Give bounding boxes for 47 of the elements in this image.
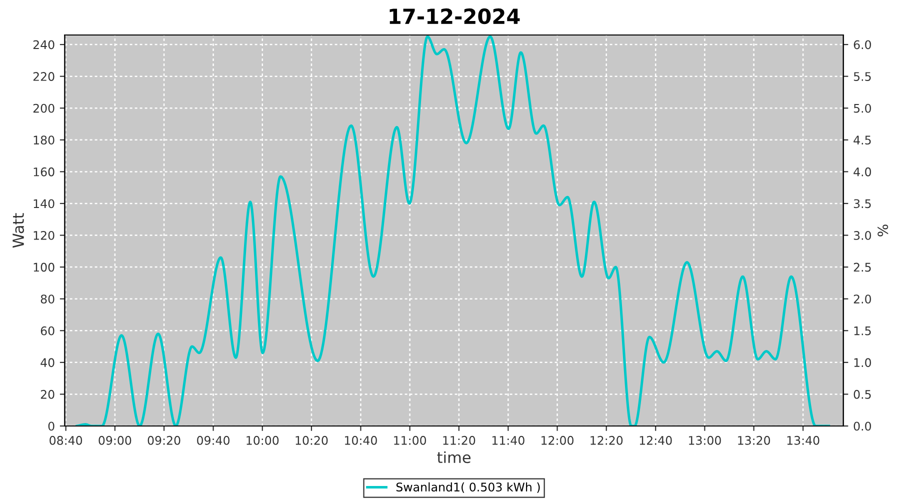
x-tick-label: 11:40 (492, 436, 524, 445)
y-tick-label: 220 (33, 72, 54, 81)
x-tick-label: 12:40 (640, 436, 672, 445)
x-tick-label: 10:20 (296, 436, 328, 445)
y-tick-label: 160 (34, 167, 54, 176)
y-tick-label: 60 (40, 326, 54, 336)
x-tick-label: 09:40 (197, 436, 230, 445)
y2-tick-label: 2.5 (854, 262, 871, 272)
chart-title: 17-12-2024 (390, 8, 520, 24)
y2-tick-label: 1.0 (854, 358, 872, 368)
legend-label: Swanland1( 0.503 kWh ) (396, 482, 540, 493)
y-tick-label: 200 (33, 104, 54, 113)
y-tick-label: 40 (40, 358, 54, 368)
x-tick-label: 10:40 (345, 436, 377, 445)
y-tick-label: 180 (34, 136, 54, 145)
x-tick-label: 13:20 (738, 436, 770, 445)
y-tick-label: 80 (40, 294, 54, 304)
x-tick-label: 12:20 (590, 436, 623, 445)
y-tick-label: 240 (33, 40, 54, 50)
x-tick-label: 10:00 (246, 436, 279, 445)
x-tick-label: 09:00 (98, 436, 132, 445)
y2-tick-label: 1.5 (854, 326, 871, 336)
y2-tick-label: 2.0 (854, 294, 872, 304)
x-tick-label: 09:20 (148, 436, 180, 445)
x-tick-label: 13:40 (787, 436, 820, 445)
x-axis-title: time (437, 451, 470, 464)
y2-tick-label: 0.0 (854, 422, 872, 431)
x-tick-label: 08:40 (50, 436, 82, 445)
y2-tick-label: 3.0 (854, 230, 872, 240)
y2-tick-label: 4.5 (854, 136, 871, 145)
x-tick-label: 11:20 (443, 436, 476, 445)
x-tick-label: 11:00 (394, 436, 426, 445)
y2-tick-label: 5.5 (854, 72, 871, 81)
y-tick-label: 140 (34, 199, 54, 208)
y2-tick-label: 3.5 (854, 199, 871, 208)
y2-tick-label: 0.5 (854, 390, 871, 399)
y-tick-label: 20 (40, 390, 54, 399)
y2-tick-label: 5.0 (854, 104, 872, 113)
y2-axis-title: % (878, 224, 888, 236)
x-tick-label: 13:00 (688, 436, 721, 445)
y-tick-label: 0 (48, 422, 54, 431)
x-tick-label: 12:00 (542, 436, 574, 445)
y-tick-label: 100 (34, 262, 54, 272)
y-tick-label: 120 (34, 230, 54, 240)
y-axis-title: Watt (12, 213, 24, 248)
y2-tick-label: 4.0 (854, 167, 872, 176)
y2-tick-label: 6.0 (854, 40, 872, 50)
